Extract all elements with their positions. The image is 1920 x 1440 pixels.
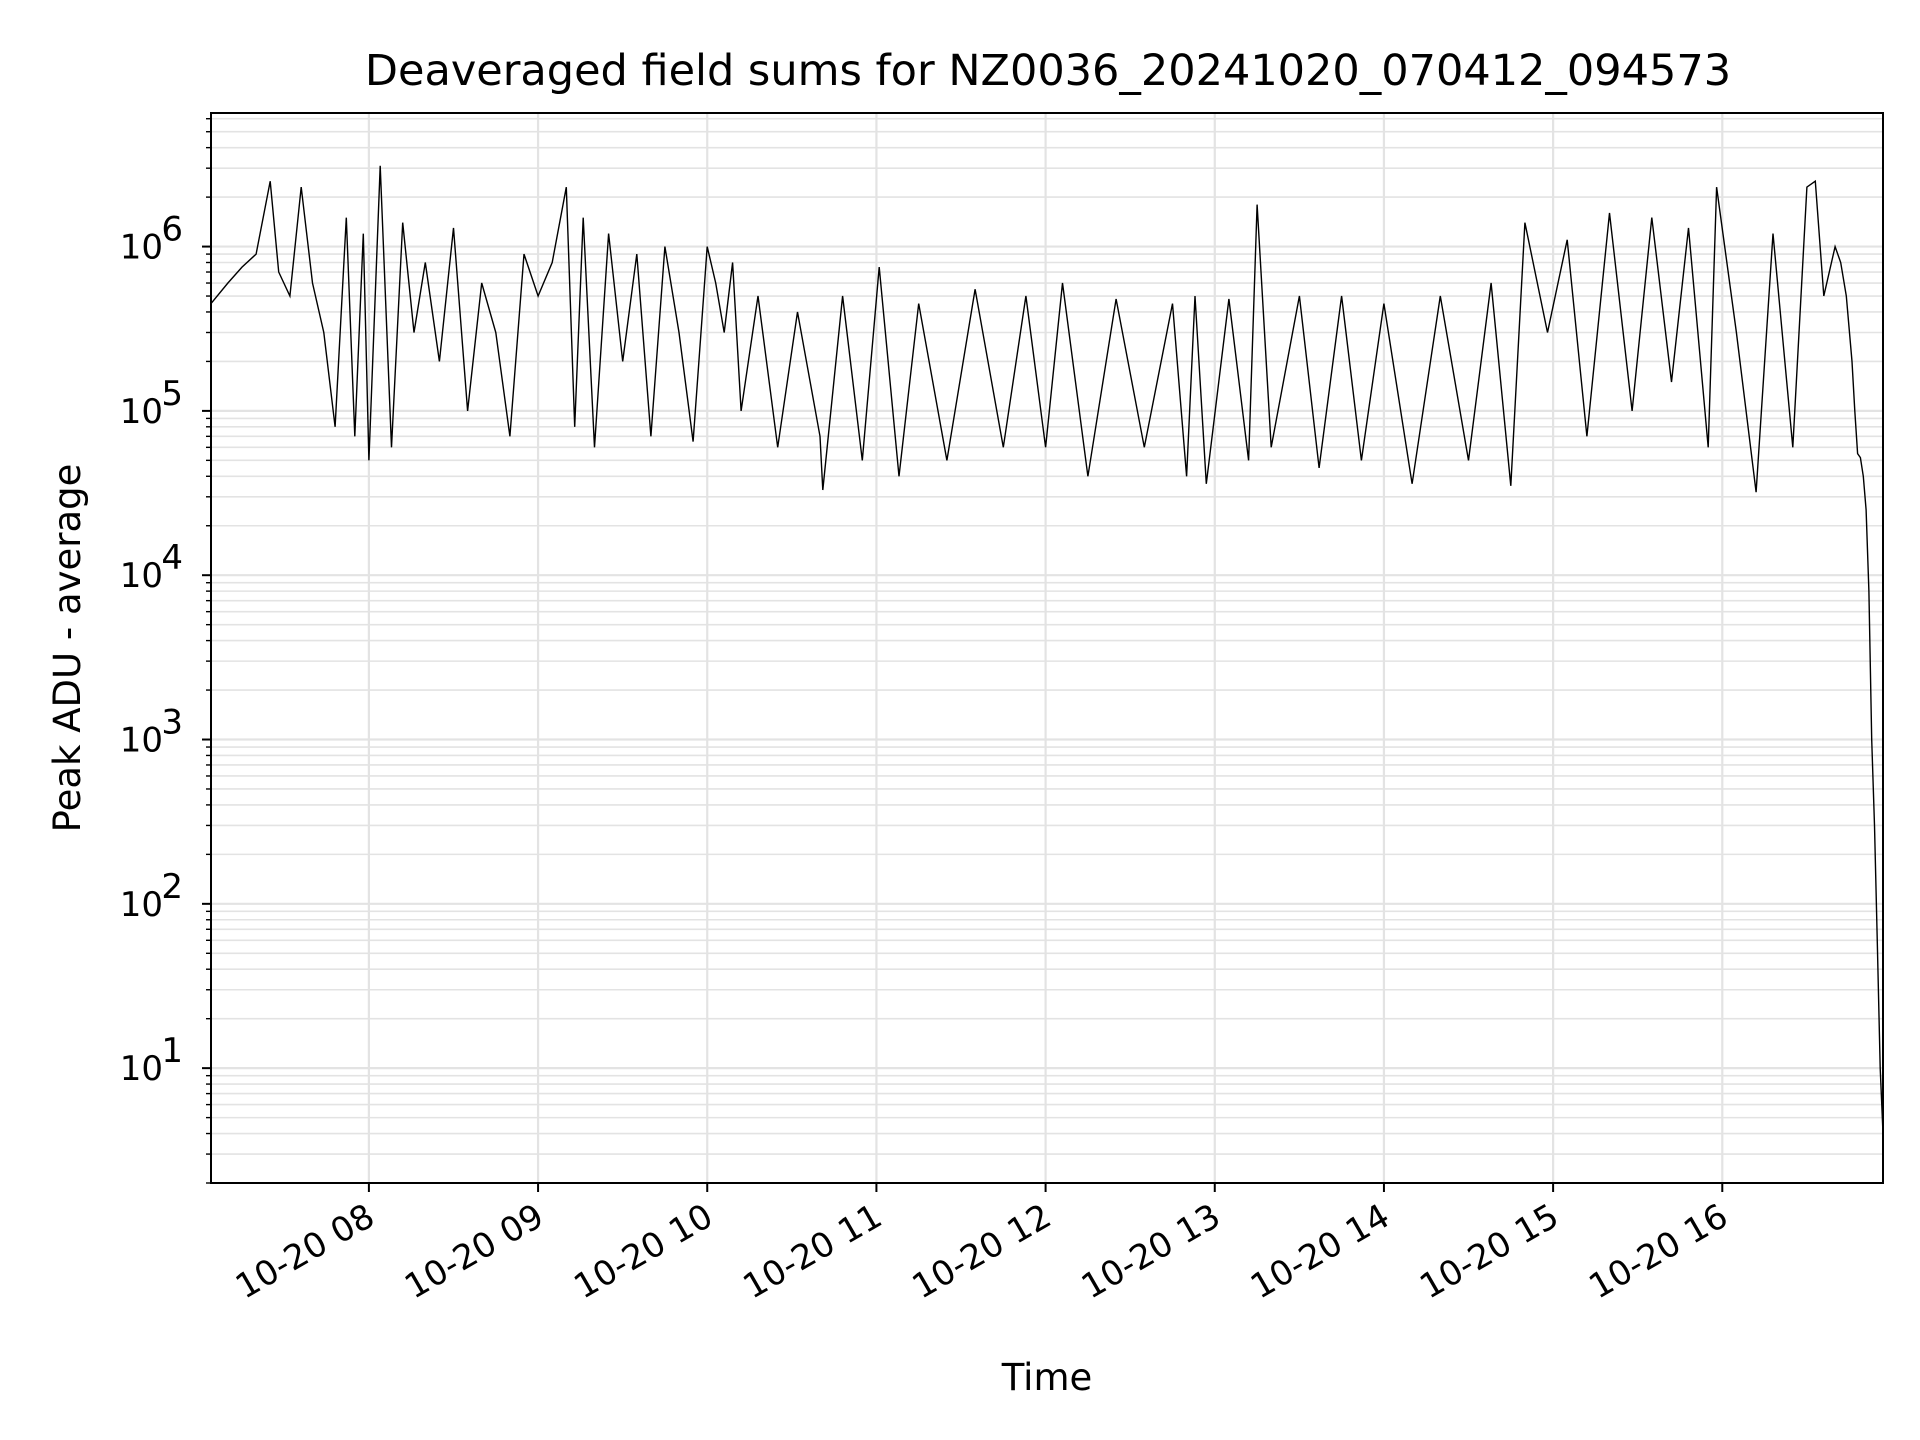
y-tick-exponent: 1 — [161, 1031, 183, 1071]
y-axis-title: Peak ADU - average — [46, 464, 89, 833]
y-tick-label: 10 — [120, 885, 163, 925]
chart-title: Deaveraged field sums for NZ0036_2024102… — [365, 46, 1731, 96]
y-tick-exponent: 5 — [161, 374, 183, 414]
y-tick-exponent: 6 — [161, 210, 183, 250]
x-tick-label: 10-20 11 — [737, 1196, 889, 1307]
y-tick-label: 10 — [120, 228, 163, 268]
y-tick-exponent: 4 — [161, 538, 183, 578]
x-tick-label: 10-20 10 — [567, 1196, 719, 1307]
y-tick-label: 10 — [120, 392, 163, 432]
y-tick-exponent: 2 — [161, 867, 183, 907]
x-tick-label: 10-20 13 — [1075, 1196, 1227, 1307]
y-tick-label: 10 — [120, 556, 163, 596]
x-tick-label: 10-20 14 — [1244, 1196, 1396, 1307]
grid-lines — [211, 113, 1883, 1184]
series-layer — [210, 165, 1884, 1134]
series-line — [210, 165, 1884, 1134]
plot-frame — [210, 112, 1884, 1184]
x-axis-title: Time — [1001, 1356, 1093, 1399]
x-tick-label: 10-20 08 — [229, 1196, 381, 1307]
x-tick-label: 10-20 16 — [1582, 1196, 1734, 1307]
y-tick-exponent: 3 — [161, 703, 183, 743]
x-tick-label: 10-20 15 — [1413, 1196, 1565, 1307]
y-tick-label: 10 — [120, 1049, 163, 1089]
x-axis-ticks: 10-20 08 10-20 09 10-20 10 10-20 11 10-20 12… — [229, 1183, 1735, 1307]
y-tick-label: 10 — [120, 721, 163, 761]
x-tick-label: 10-20 12 — [906, 1196, 1058, 1307]
x-tick-label: 10-20 09 — [398, 1196, 550, 1307]
